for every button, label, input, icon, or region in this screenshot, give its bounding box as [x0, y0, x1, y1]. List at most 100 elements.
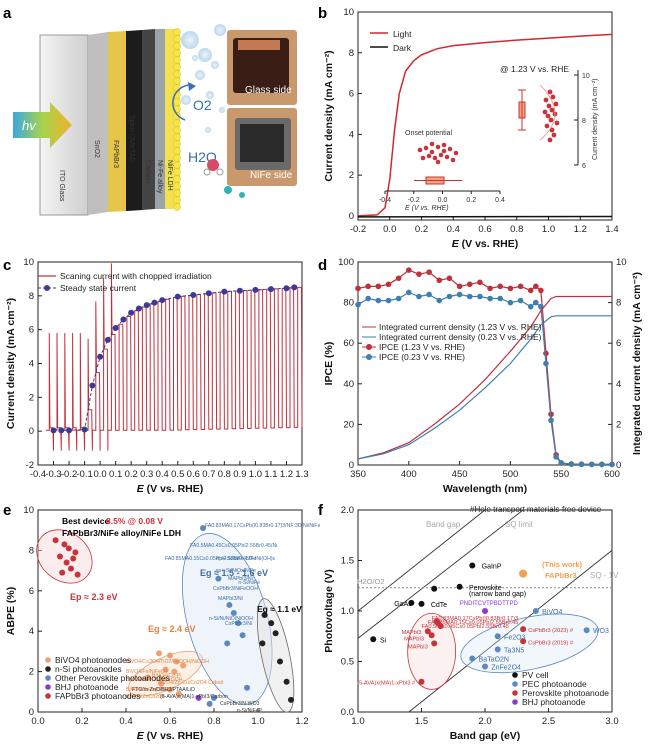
x-tick-label: 0.5: [171, 469, 184, 480]
scatter-point: [288, 697, 294, 703]
onset-point: [436, 160, 441, 165]
y-axis-label: ABPE (%): [5, 587, 17, 635]
legend-d-int123: Integrated current density (1.23 V vs. R…: [379, 322, 542, 332]
scatter-point: [520, 626, 526, 632]
scatter-point: [53, 537, 59, 543]
x-tick-label: 0.1: [109, 469, 122, 480]
onset-point: [430, 150, 435, 155]
scatter-point: [419, 601, 425, 607]
label-spiro: Spiro-OMeTAD: [128, 115, 135, 162]
panel-a: a ITO Glass SnO2 FAPbBr3 Spiro-OMeTAD Ca…: [3, 5, 297, 215]
pero-label-0: CsPbBr3 (2023) #: [528, 628, 574, 634]
pec-label-1: Fe2O3: [504, 634, 526, 641]
onset-point: [448, 147, 453, 152]
y-tick-label: 4: [29, 626, 34, 637]
best-device-callout: Best device 8.5% @ 0.08 V FAPbBr3/NiFe a…: [62, 516, 181, 538]
steady-state-point: [120, 317, 126, 323]
onset-point: [427, 154, 432, 159]
ldh-dot: [174, 127, 181, 134]
pero-label-5: (5-AVA)x(MA)1-xPbI3 #: [357, 681, 416, 687]
pec-label-4: ZnFe2O4: [491, 665, 521, 672]
ipce-point: [518, 298, 524, 304]
scatter-point: [482, 664, 488, 670]
steady-state-point: [97, 354, 103, 360]
pv-label-2: (narrow band gap): [469, 591, 526, 598]
scatter-point: [519, 570, 527, 578]
steady-state-point: [237, 288, 243, 294]
pv-label-5: Si: [380, 637, 387, 644]
label-fapbbr3: FAPbBr3: [112, 140, 119, 168]
steady-state-point: [190, 292, 196, 298]
legend-b-dark: Dark: [393, 43, 412, 53]
onset-xtick-label: 0.2: [466, 197, 476, 204]
x-axis-label: Wavelength (nm): [443, 483, 527, 495]
legend-b-light: Light: [393, 29, 412, 39]
legend-e-marker: [45, 684, 51, 690]
photo-nife-label: NiFe side: [250, 170, 293, 181]
y-axis-label: IPCE (%): [323, 342, 335, 386]
onset-point: [436, 145, 441, 150]
e-annotation-1: FA0.5MA0.45Cs0.05PbI2.55Br0.45/Ni: [190, 543, 277, 549]
legend-e-marker: [45, 666, 51, 672]
x-axis-label: Band gap (eV): [450, 730, 521, 742]
y-tick-label: 8: [29, 291, 34, 302]
panel-e-label: e: [3, 502, 11, 519]
y-tick-label: 6: [349, 89, 354, 100]
pv-label-4: CdTe: [431, 602, 447, 609]
onset-point: [451, 158, 456, 163]
y-tick-label: 40: [343, 379, 354, 390]
x-tick-label: -0.3: [45, 469, 61, 480]
legend-c: Scaning current with chopped irradiation…: [38, 271, 212, 293]
steady-state-point: [151, 300, 157, 306]
steady-state-point: [82, 426, 88, 432]
x-axis-label: E (V vs. RHE): [137, 730, 204, 742]
ipce-point: [599, 462, 605, 468]
ipce-point: [528, 304, 534, 310]
ldh-dot: [174, 169, 181, 176]
ipce-point: [365, 296, 371, 302]
steady-state-point: [89, 382, 95, 388]
y2-axis-label: Integrated current density (mA cm⁻²): [631, 272, 643, 455]
legend-f-marker: [512, 672, 518, 678]
e-annotation-9: MAPbI3/Ni: [218, 596, 243, 602]
scatter-point: [167, 652, 173, 658]
scatter-point: [495, 633, 501, 639]
onset-xtick-label: -0.2: [408, 197, 420, 204]
x-tick-label: 1.2: [574, 224, 587, 235]
legend-e-item: FAPbBr3 photoanodes: [55, 691, 141, 701]
y-tick-label: 2: [29, 667, 34, 678]
legend-e-marker: [45, 693, 51, 699]
gas-bubble: [181, 95, 191, 105]
scatter-point: [268, 620, 274, 626]
onset-point: [421, 156, 426, 161]
plot-frame: [358, 262, 612, 465]
best-device-value: 8.5% @ 0.08 V: [106, 516, 163, 526]
ipce-point: [528, 288, 534, 294]
scatter-point: [584, 627, 590, 633]
ipce-point: [487, 286, 493, 292]
e-annotation-7: MAPbI3/Ni: [228, 576, 253, 582]
onset-xlabel: E (V vs. RHE): [405, 205, 449, 212]
onset-point: [454, 151, 459, 156]
x-tick-label: 0.8: [510, 224, 523, 235]
pec-label-5: WO3: [593, 628, 609, 635]
legend-f-marker: [512, 681, 518, 687]
ipce-point: [406, 267, 412, 273]
scatter-point: [72, 549, 78, 555]
x-tick-label: 1.0: [542, 224, 555, 235]
ipce-point: [467, 282, 473, 288]
layer-fapbbr3: [108, 31, 126, 212]
scatter-point: [156, 650, 162, 656]
ldh-dot: [174, 36, 181, 43]
ldh-dot: [174, 162, 181, 169]
ipce-point: [467, 294, 473, 300]
best-device-title: Best device: [62, 516, 110, 526]
panel-a-label: a: [3, 5, 12, 22]
inset-point: [546, 114, 551, 119]
x-tick-label: 0.6: [163, 716, 176, 727]
x-tick-label: -0.2: [61, 469, 77, 480]
y-tick-label: 2: [349, 170, 354, 181]
